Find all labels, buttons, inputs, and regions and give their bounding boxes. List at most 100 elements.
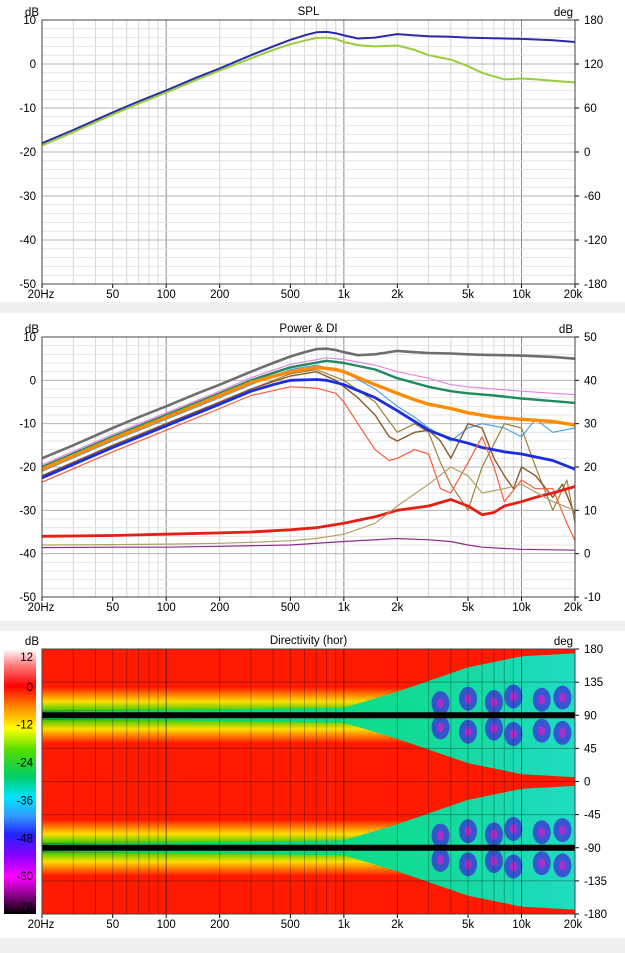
y2-tick-label: -60 [584,191,601,203]
y2-tick-label: -135 [584,876,607,888]
lobe-core [464,726,472,737]
y2-tick-label: -10 [584,592,601,604]
lobe-core [464,826,472,837]
x-tick-label: 200 [210,289,229,301]
y2-tick-label: -180 [584,279,607,291]
x-tick-label: 20k [564,289,583,301]
colorbar-tick-label: 12 [20,652,33,664]
x-tick-label: 200 [210,602,229,614]
series-group [42,347,575,551]
lobe-core [490,723,498,734]
y-tick-label: 0 [30,59,36,71]
x-tick-label: 20k [564,602,583,614]
lobe-core [509,729,517,740]
y2-tick-label: 0 [584,147,590,159]
x-tick-label: 1k [338,289,350,301]
lobe-core [558,825,566,836]
lobe-core [558,860,566,871]
x-tick-label: 2k [391,289,403,301]
y2-tick-label: -90 [584,843,601,855]
lobe-core [509,691,517,702]
lobe-core [538,858,546,869]
x-tick-label: 1k [338,602,350,614]
plot-frame [41,648,576,915]
series-line-2 [42,359,575,469]
y2-tick-label: 20 [584,462,597,474]
x-tick-label: 10k [512,602,531,614]
lobe-core [464,859,472,870]
lobe-core [437,854,445,865]
lobe-core [490,856,498,866]
y2-tick-label: 10 [584,505,597,517]
power-di-panel: Power & DI dB dB 10 0 -10 -20 -30 -40 -50 50 40 30 20… [0,313,625,621]
lobe-core [538,694,546,705]
series-line-11 [42,537,575,551]
chart-title: SPL [298,6,320,18]
x-tick-label: 10k [512,919,531,931]
y2-tick-label: 180 [584,644,603,656]
colorbar [4,649,36,914]
x-tick-label: 5k [462,602,474,614]
lobe-core [490,697,498,707]
y2-tick-label: 30 [584,419,597,431]
y2-tick-label: 40 [584,375,597,387]
colorbar-tick-label: -60 [16,871,33,883]
series-line-3 [42,364,575,472]
chart-title: Directivity (hor) [270,635,347,647]
y2-tick-label: 120 [584,59,603,71]
y2-tick-label: 45 [584,743,597,755]
y2-tick-label: -45 [584,810,601,822]
colorbar-tick-label: -12 [16,720,33,732]
y-tick-label: 10 [23,332,36,344]
y-tick-label: -20 [19,147,36,159]
y-axis-label: dB [25,636,39,648]
y2-tick-label: 0 [584,777,590,789]
y2-tick-label: -120 [584,235,607,247]
y-axis-label: dB [25,7,39,19]
lobe-core [509,861,517,872]
series-line-4 [42,365,575,471]
x-tick-label: 500 [281,919,300,931]
plot-frame [41,19,576,285]
y-tick-label: 0 [30,375,36,387]
lobe-core [538,827,546,838]
series-line-0 [42,347,575,460]
colorbar-tick-label: 0 [27,682,33,694]
x-tick-label: 500 [281,602,300,614]
chart-title: Power & DI [279,323,337,335]
y2-axis-label: deg [554,636,573,648]
lobe-core [509,823,517,834]
x-tick-label: 20Hz [28,919,55,931]
null-line [42,844,575,851]
y2-axis-label: dB [559,324,573,336]
colorbar-tick-label: -48 [16,833,33,845]
x-tick-label: 20Hz [28,289,55,301]
series-line-6 [42,371,575,516]
series-line-7 [42,378,575,480]
null-line [42,712,575,719]
y-tick-label: -50 [19,279,36,291]
y2-tick-label: 50 [584,332,597,344]
y2-tick-label: 0 [584,549,590,561]
series-line-8 [42,386,575,542]
y2-tick-label: 90 [584,710,597,722]
x-tick-label: 50 [106,289,119,301]
x-tick-label: 50 [106,919,119,931]
directivity-panel: 12 0 -12 -24 -36 -48 -60 -72 Directivity (hor) dB… [0,631,625,938]
series-line-10 [42,466,575,546]
x-tick-label: 100 [157,289,176,301]
y2-tick-label: 60 [584,103,597,115]
series-line-1 [42,357,575,466]
y-tick-label: -30 [19,505,36,517]
x-tick-label: 2k [391,602,403,614]
y-axis-label: dB [25,324,39,336]
y-tick-label: -40 [19,549,36,561]
x-tick-label: 100 [157,919,176,931]
x-tick-label: 50 [106,602,119,614]
y2-axis-label: deg [554,7,573,19]
x-tick-label: 2k [391,919,403,931]
colorbar-tick-label: -24 [16,758,33,770]
x-tick-label: 100 [157,602,176,614]
